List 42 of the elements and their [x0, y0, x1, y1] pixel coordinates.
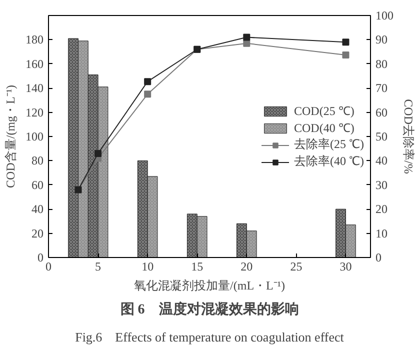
x-axis-title: 氧化混凝剂投加量/(mL・L⁻¹): [134, 278, 285, 292]
y-tick-label: 100: [26, 130, 44, 144]
y2-axis-title: COD去除率/%: [402, 99, 416, 174]
y2-tick-label: 70: [376, 81, 388, 96]
y-axis-title: COD含量/(mg・L⁻¹): [4, 85, 18, 188]
x-tick-label: 10: [142, 260, 154, 274]
x-tick-label: 15: [191, 260, 204, 274]
y2-tick-label: 100: [376, 8, 394, 22]
y2-tick-label: 20: [376, 202, 388, 216]
legend-label: 去除率(25 ℃): [294, 136, 364, 153]
y2-tick-label: 50: [376, 130, 388, 144]
point: [342, 51, 350, 58]
y2-tick-label: 90: [376, 32, 388, 47]
legend-label: 去除率(40 ℃): [294, 153, 364, 170]
legend-label: COD(40 ℃): [294, 120, 354, 136]
y2-tick-label: 0: [376, 250, 382, 264]
y2-tick-label: 10: [376, 226, 388, 240]
y-tick-label: 180: [26, 32, 44, 47]
point: [94, 150, 102, 157]
point: [144, 78, 152, 86]
text: Fig.6 Effects of temperature on coagulation effect: [75, 330, 344, 344]
y-tick-label: 0: [38, 250, 44, 264]
y-tick-label: 80: [32, 154, 44, 168]
x-tick-label: 25: [290, 260, 302, 274]
y-tick-label: 40: [32, 202, 44, 216]
y2-tick-label: 60: [376, 105, 388, 120]
y-tick-label: 140: [26, 81, 44, 96]
legend-label: COD(25 ℃): [294, 103, 354, 119]
y-tick-label: 160: [26, 56, 44, 71]
y2-tick-label: 40: [376, 154, 388, 168]
x-tick-label: 30: [340, 260, 352, 274]
y-tick-label: 120: [26, 105, 44, 120]
point: [342, 38, 350, 46]
y2-tick-label: 80: [376, 56, 388, 71]
y2-tick-label: 30: [376, 178, 388, 192]
x-tick-label: 20: [240, 260, 253, 274]
y-tick-label: 60: [32, 178, 44, 192]
x-tick-label: 5: [95, 260, 102, 274]
y-tick-label: 20: [32, 226, 44, 240]
point: [243, 34, 250, 41]
text: 图 6 温度对混凝效果的影响: [120, 300, 299, 318]
point: [144, 90, 152, 98]
